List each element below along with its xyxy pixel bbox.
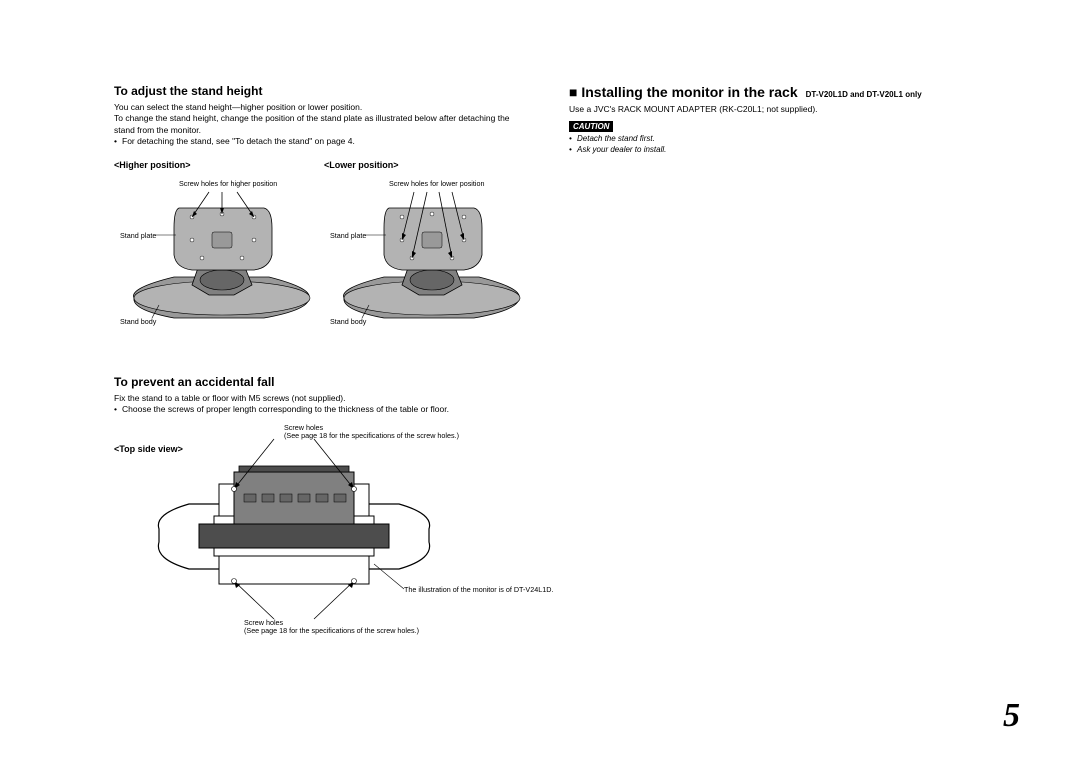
text-fix-stand: Fix the stand to a table or floor with M… — [114, 393, 529, 404]
right-column: ■ Installing the monitor in the rack DT-… — [559, 84, 1020, 654]
text-line1: You can select the stand height—higher p… — [114, 102, 529, 113]
left-column: To adjust the stand height You can selec… — [114, 84, 529, 654]
bullet-choose-screws: Choose the screws of proper length corre… — [114, 404, 529, 415]
stand-higher-svg — [114, 170, 324, 335]
callout-stand-body-1: Stand body — [120, 318, 156, 327]
page-number: 5 — [1003, 697, 1020, 735]
heading-rack-install: ■ Installing the monitor in the rack DT-… — [569, 84, 1020, 100]
callout-bottom-screw-holes: Screw holes (See page 18 for the specifi… — [244, 619, 419, 636]
rack-model-note: DT-V20L1D and DT-V20L1 only — [806, 90, 922, 99]
text-line2: To change the stand height, change the p… — [114, 113, 529, 136]
callout-stand-plate-1: Stand plate — [120, 232, 156, 241]
bullet-detach-first: Detach the stand first. — [569, 134, 1020, 144]
bullet-ask-dealer: Ask your dealer to install. — [569, 145, 1020, 155]
heading-adjust-height: To adjust the stand height — [114, 84, 529, 98]
label-higher: <Higher position> — [114, 160, 324, 170]
callout-stand-body-2: Stand body — [330, 318, 366, 327]
diagram-higher-position: <Higher position> — [114, 160, 324, 335]
label-lower: <Lower position> — [324, 160, 534, 170]
caution-badge: CAUTION — [569, 121, 613, 132]
bullet-detach: For detaching the stand, see "To detach … — [114, 136, 529, 147]
stand-lower-svg — [324, 170, 534, 335]
callout-screw-lower: Screw holes for lower position — [389, 180, 484, 189]
text-rack-adapter: Use a JVC's RACK MOUNT ADAPTER (RK-C20L1… — [569, 104, 1020, 115]
heading-prevent-fall: To prevent an accidental fall — [114, 375, 529, 389]
callout-stand-plate-2: Stand plate — [330, 232, 366, 241]
diagram-lower-position: <Lower position> — [324, 160, 534, 335]
callout-illustration-note: The illustration of the monitor is of DT… — [404, 586, 554, 595]
callout-screw-higher: Screw holes for higher position — [179, 180, 277, 189]
callout-top-screw-holes: Screw holes (See page 18 for the specifi… — [284, 424, 459, 441]
